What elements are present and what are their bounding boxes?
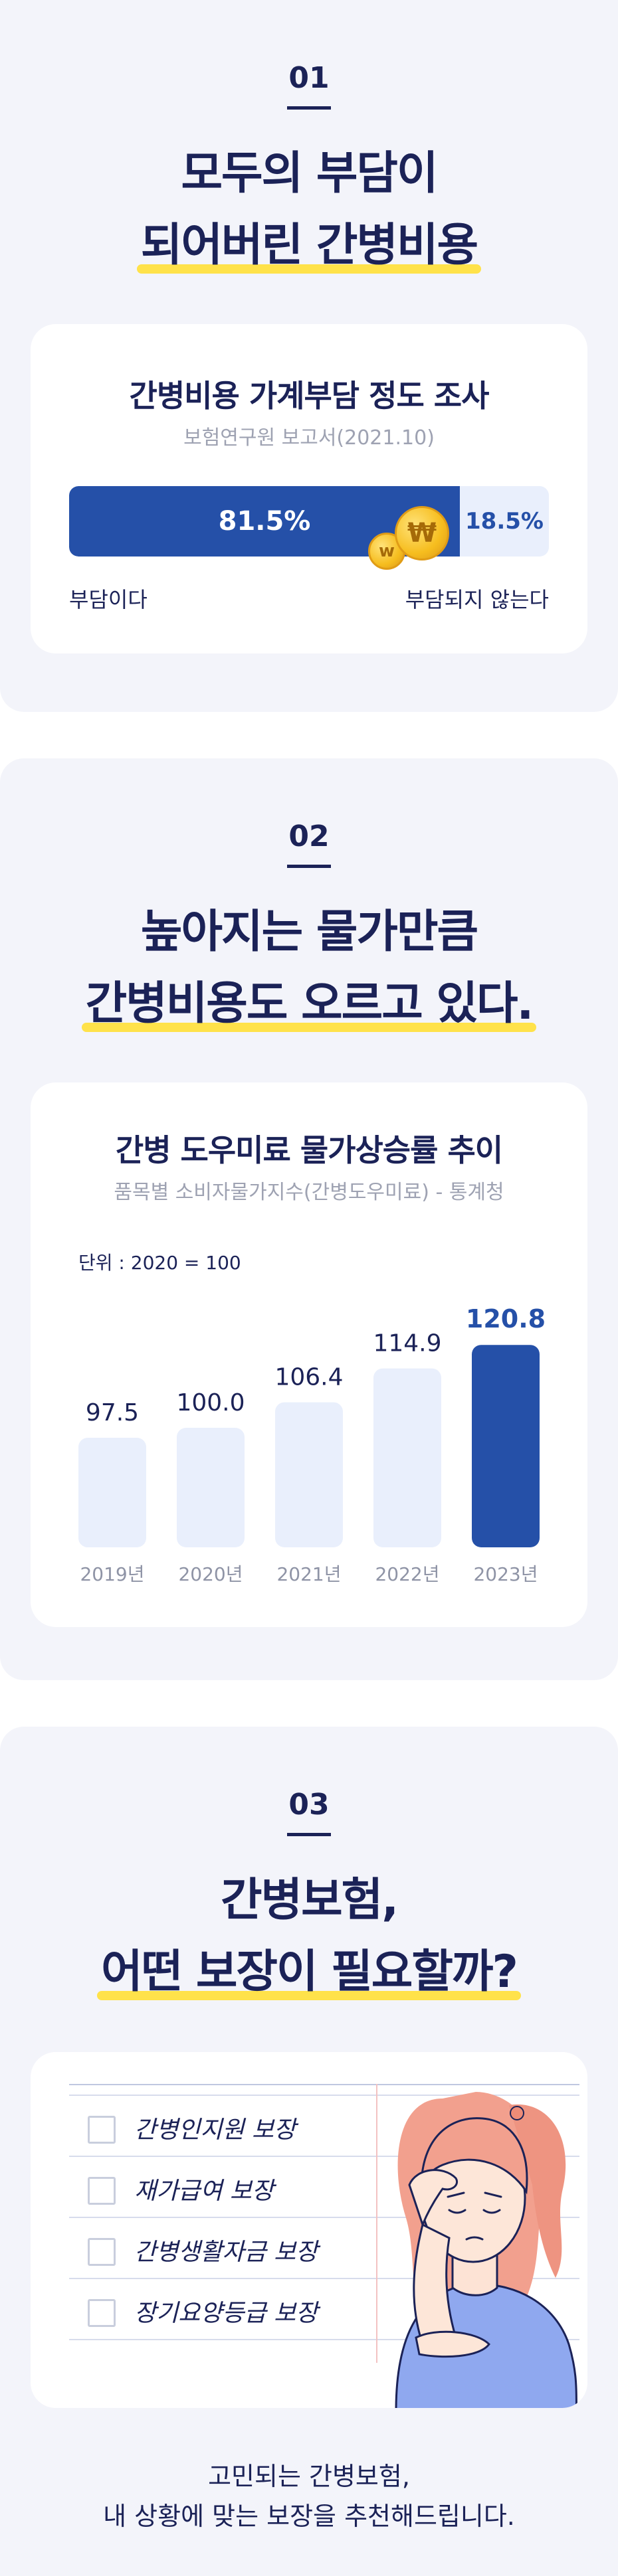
bar-2022년: [373, 1368, 441, 1547]
section-burden: 01 모두의 부담이 되어버린 간병비용 간병비용 가계부담 정도 조사 보험연…: [0, 0, 618, 712]
footer-line1: 고민되는 간병보험,: [208, 2462, 410, 2491]
card-title: 간병 도우미료 물가상승률 추이: [115, 1132, 503, 1168]
category-label: 2020년: [178, 1563, 243, 1585]
checkbox[interactable]: [88, 2238, 116, 2266]
card-title: 간병비용 가계부담 정도 조사: [129, 378, 490, 414]
section-number: 01: [288, 61, 330, 95]
bar-value-label: 97.5: [86, 1399, 139, 1426]
paper-line: [69, 2156, 579, 2157]
bar-value-label: 106.4: [274, 1364, 343, 1391]
burden-bar-track: 81.5% 18.5%: [69, 486, 549, 557]
coin-won-icon: ₩: [395, 506, 449, 560]
category-label: 2023년: [473, 1563, 538, 1585]
no-burden-value: 18.5%: [465, 508, 544, 535]
price-index-bar-chart: 97.5 2019년 100.0 2020년 106.4 2021년 114.9 2022년 1…: [78, 1304, 546, 1585]
category-label: 2022년: [375, 1563, 439, 1585]
bar-value-label: 114.9: [373, 1330, 441, 1357]
section-price-rise: 02 높아지는 물가만큼 간병비용도 오르고 있다. 간병 도우미료 물가상승률…: [0, 758, 618, 1680]
burden-survey-card: 간병비용 가계부담 정도 조사 보험연구원 보고서(2021.10) 81.5%…: [31, 324, 587, 653]
highlight-underline: [136, 264, 482, 274]
category-label: 2019년: [80, 1563, 144, 1585]
paper-line: [69, 2278, 579, 2279]
section-number-underline: [287, 1833, 331, 1836]
checkbox[interactable]: [88, 2177, 116, 2205]
bar-2023년: [472, 1345, 540, 1547]
bar-value-label: 120.8: [466, 1304, 546, 1333]
headline-line1: 높아지는 물가만큼: [140, 906, 478, 958]
section-number-underline: [287, 865, 331, 868]
headline-line2: 되어버린 간병비용: [0, 223, 618, 274]
margin-line: [376, 2084, 377, 2363]
checklist-item-label: 간병인지원 보장: [134, 2116, 296, 2144]
bar-2020년: [177, 1428, 245, 1547]
no-burden-label: 부담되지 않는다: [405, 587, 549, 612]
checklist-item-label: 장기요양등급 보장: [134, 2300, 318, 2327]
headline-line1: 간병보험,: [220, 1874, 399, 1927]
card-source: 보험연구원 보고서(2021.10): [183, 426, 435, 450]
highlight-underline: [81, 1023, 537, 1032]
category-label: 2021년: [276, 1563, 341, 1585]
coverage-checklist-card: 간병인지원 보장 재가급여 보장 간병생활자금 보장 장기요양등급 보장: [31, 2052, 587, 2408]
bar-value-label: 100.0: [176, 1389, 245, 1417]
bar-2021년: [275, 1402, 343, 1547]
chart-unit-label: 단위 : 2020 = 100: [78, 1252, 241, 1274]
paper-line: [69, 2095, 579, 2096]
checkbox[interactable]: [88, 2116, 116, 2144]
highlight-underline: [97, 1991, 521, 2000]
headline-line2: 간병비용도 오르고 있다.: [0, 982, 618, 1032]
bar-2019년: [78, 1438, 146, 1547]
footer-line2: 내 상황에 맞는 보장을 추천해드립니다.: [103, 2502, 515, 2531]
section-number: 02: [288, 819, 330, 853]
price-index-card: 간병 도우미료 물가상승률 추이 품목별 소비자물가지수(간병도우미료) - 통…: [31, 1082, 587, 1627]
checklist-item-label: 재가급여 보장: [134, 2178, 274, 2205]
paper-line: [69, 2339, 579, 2340]
section-number: 03: [288, 1788, 330, 1822]
burden-label: 부담이다: [69, 587, 148, 612]
card-source: 품목별 소비자물가지수(간병도우미료) - 통계청: [114, 1181, 504, 1204]
burden-value: 81.5%: [218, 506, 311, 537]
section-number-underline: [287, 106, 331, 110]
headline-line2: 어떤 보장이 필요할까?: [0, 1950, 618, 2000]
checkbox[interactable]: [88, 2299, 116, 2327]
section-coverage: 03 간병보험, 어떤 보장이 필요할까? 간병인지원 보장 재가급여 보장 간…: [0, 1727, 618, 2576]
paper-line: [69, 2084, 579, 2085]
checklist-item-label: 간병생활자금 보장: [134, 2239, 318, 2266]
worried-woman-illustration: [395, 2092, 578, 2408]
paper-line: [69, 2217, 579, 2218]
headline-line1: 모두의 부담이: [181, 147, 438, 200]
